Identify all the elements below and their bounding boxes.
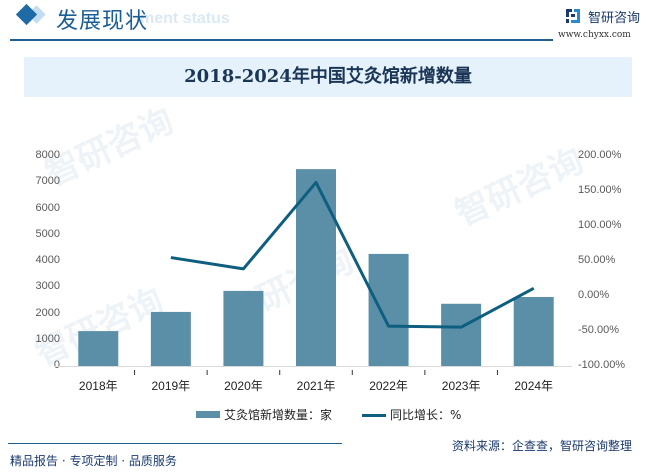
y-left-tick: 1000 bbox=[35, 332, 60, 345]
x-tick-label: 2019年 bbox=[151, 379, 191, 393]
x-tick-label: 2020年 bbox=[224, 379, 263, 393]
bar bbox=[296, 169, 336, 366]
x-tick-label: 2021年 bbox=[296, 379, 336, 393]
y-right-tick: 100.00% bbox=[578, 219, 622, 231]
legend-bar-label: 艾灸馆新增数量：家 bbox=[224, 408, 333, 422]
y-left-tick: 2000 bbox=[35, 306, 60, 319]
y-right-tick: -50.00% bbox=[578, 324, 619, 336]
header: ment status 发展现状 智研咨询 www.chyxx.com bbox=[0, 0, 666, 50]
y-right-tick: 50.00% bbox=[578, 254, 616, 266]
y-left-tick: 6000 bbox=[35, 201, 60, 214]
bar bbox=[368, 253, 409, 366]
header-divider bbox=[10, 39, 553, 41]
y-left-tick: 3000 bbox=[35, 280, 60, 293]
bar bbox=[150, 311, 191, 366]
y-right-tick: 150.00% bbox=[578, 184, 622, 196]
bar bbox=[513, 296, 554, 366]
section-title: 发展现状 bbox=[56, 9, 149, 34]
y-left-tick: 7000 bbox=[35, 175, 60, 188]
chart-title: 2018-2024年中国艾灸馆新增数量 bbox=[184, 66, 472, 87]
bar bbox=[78, 331, 119, 366]
brand-name: 智研咨询 bbox=[588, 11, 641, 26]
brand-mark-icon bbox=[566, 9, 580, 23]
bar bbox=[223, 290, 264, 366]
footer-tagline: 精品报告 · 专项定制 · 品质服务 bbox=[10, 454, 177, 468]
x-tick-label: 2023年 bbox=[441, 379, 481, 393]
footer-divider bbox=[8, 443, 342, 444]
y-right-tick: 200.00% bbox=[578, 149, 622, 161]
x-tick-label: 2024年 bbox=[514, 379, 554, 393]
legend-line-label: 同比增长：% bbox=[390, 408, 462, 422]
footer-source: 资料来源：企查查，智研咨询整理 bbox=[452, 439, 633, 453]
ghost-subtitle: ment status bbox=[140, 10, 230, 27]
y-right-tick: -100.00% bbox=[578, 359, 626, 371]
legend-bar-swatch bbox=[196, 411, 220, 418]
growth-line bbox=[170, 180, 535, 329]
x-tick-label: 2018年 bbox=[78, 379, 118, 393]
legend-line-swatch bbox=[362, 414, 386, 417]
y-right-tick: 0.00% bbox=[578, 289, 610, 301]
y-left-tick: 8000 bbox=[35, 149, 60, 161]
x-tick-label: 2022年 bbox=[369, 379, 408, 393]
brand-url: www.chyxx.com bbox=[558, 30, 631, 40]
y-left-tick: 4000 bbox=[35, 254, 60, 266]
y-left-tick: 0 bbox=[53, 359, 60, 371]
bar bbox=[441, 303, 482, 366]
y-left-tick: 5000 bbox=[35, 227, 60, 240]
chart-title-band: 2018-2024年中国艾灸馆新增数量 bbox=[24, 57, 632, 97]
